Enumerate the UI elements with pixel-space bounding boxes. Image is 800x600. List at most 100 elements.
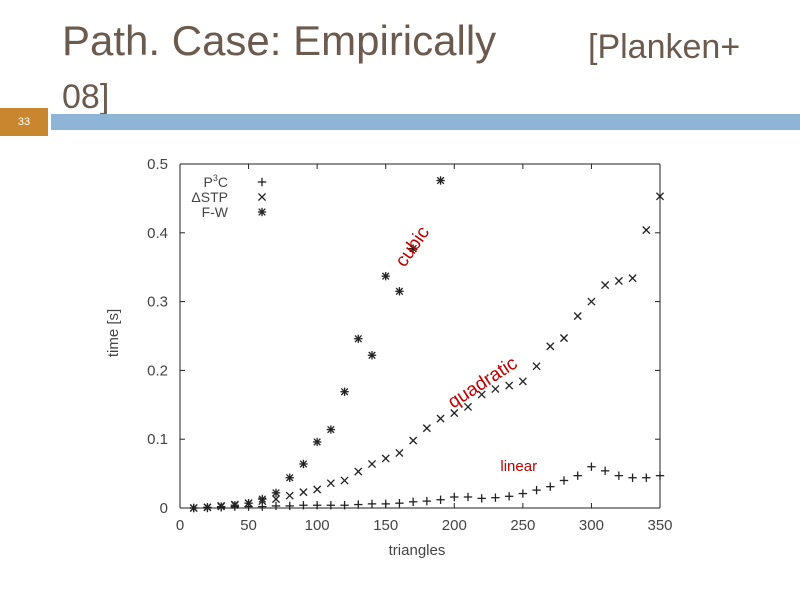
- dstp-point: [628, 274, 637, 283]
- dstp-point: [313, 485, 322, 494]
- y-tick-label: 0.3: [147, 294, 168, 311]
- fw-point: [189, 503, 198, 513]
- p3c-point: [271, 501, 281, 511]
- dstp-point: [285, 491, 294, 500]
- x-tick-label: 100: [305, 517, 330, 534]
- slide-title-citation: [Planken+: [588, 28, 741, 66]
- dstp-point: [559, 334, 569, 343]
- fw-point: [230, 501, 240, 510]
- y-tick-label: 0.1: [147, 431, 168, 448]
- slide-header-band: [0, 114, 800, 130]
- p3c-point: [518, 489, 528, 498]
- dstp-point: [326, 479, 335, 488]
- p3c-point: [408, 497, 418, 507]
- dstp-point: [614, 276, 623, 285]
- band-divider: [48, 114, 51, 130]
- x-tick-label: 50: [240, 517, 257, 534]
- fw-point: [340, 387, 349, 396]
- dstp-point: [463, 402, 473, 411]
- annotation-linear: linear: [500, 458, 537, 475]
- p3c-point: [367, 499, 377, 509]
- p3c-point: [573, 471, 582, 480]
- fw-point: [203, 503, 212, 512]
- p3c-point: [491, 493, 500, 502]
- fw-point: [299, 459, 308, 469]
- p3c-point: [614, 471, 624, 480]
- p3c-point: [546, 482, 555, 491]
- fw-point: [285, 473, 294, 482]
- p3c-point: [422, 496, 432, 506]
- y-tick-label: 0.4: [147, 225, 168, 242]
- fw-point: [381, 271, 390, 281]
- chart-annotations: cubic quadratic linear: [391, 223, 537, 475]
- fw-point: [367, 351, 377, 360]
- fw-point: [408, 244, 418, 253]
- dstp-point: [409, 436, 418, 445]
- dstp-point: [395, 448, 404, 457]
- p3c-point: [299, 501, 308, 510]
- annotation-quadratic: quadratic: [444, 353, 521, 413]
- legend-marker: [257, 207, 267, 217]
- p3c-point: [600, 466, 610, 476]
- y-tick-label: 0: [160, 500, 168, 517]
- dstp-point: [642, 226, 651, 235]
- p3c-point: [285, 501, 294, 511]
- x-tick-label: 200: [442, 517, 467, 534]
- p3c-point: [395, 498, 404, 508]
- y-tick-label: 0.5: [147, 156, 168, 173]
- p3c-point: [532, 485, 541, 495]
- p3c-point: [463, 492, 473, 502]
- legend-marker: [257, 192, 267, 202]
- dstp-point: [422, 424, 431, 433]
- dstp-point: [573, 312, 582, 321]
- dstp-point: [587, 297, 596, 306]
- p3c-point: [642, 473, 651, 482]
- x-axis-title: triangles: [389, 542, 446, 559]
- x-tick-label: 300: [579, 517, 604, 534]
- fw-point: [354, 334, 363, 343]
- slide-title-line2: 08]: [62, 78, 110, 116]
- p3c-point: [258, 502, 267, 511]
- fw-point: [326, 425, 336, 434]
- y-tick-label: 0.2: [147, 362, 168, 379]
- dstp-point: [367, 459, 377, 468]
- dstp-point: [299, 488, 308, 497]
- chart-marks: [189, 176, 665, 513]
- dstp-point: [381, 454, 390, 463]
- dstp-point: [505, 381, 514, 390]
- dstp-point: [655, 192, 665, 201]
- y-axis-title: time [s]: [105, 309, 122, 357]
- p3c-point: [477, 494, 486, 503]
- p3c-point: [381, 499, 390, 509]
- x-tick-label: 350: [647, 517, 672, 534]
- dstp-point: [601, 281, 610, 290]
- fw-point: [395, 287, 404, 296]
- dstp-point: [271, 495, 281, 504]
- p3c-point: [504, 492, 514, 501]
- slide-number-badge: 33: [0, 108, 48, 136]
- dstp-point: [532, 362, 541, 371]
- fw-point: [216, 502, 226, 511]
- legend-label: P3C: [204, 173, 228, 190]
- dstp-point: [354, 467, 363, 476]
- dstp-point: [450, 409, 459, 418]
- fw-point: [244, 498, 253, 508]
- annotation-cubic: cubic: [391, 223, 434, 271]
- dstp-point: [477, 390, 486, 399]
- fw-point: [436, 176, 445, 185]
- p3c-point: [628, 473, 637, 482]
- p3c-point: [340, 501, 349, 510]
- dstp-point: [340, 476, 349, 485]
- legend-marker: [257, 177, 267, 187]
- dstp-point: [491, 384, 500, 394]
- p3c-point: [354, 500, 363, 509]
- p3c-point: [587, 462, 596, 471]
- slide-title-line1: Path. Case: Empirically: [62, 17, 497, 64]
- legend-label: F-W: [202, 204, 229, 220]
- p3c-point: [559, 476, 569, 485]
- p3c-point: [326, 501, 336, 510]
- p3c-point: [655, 471, 665, 480]
- dstp-point: [546, 342, 555, 351]
